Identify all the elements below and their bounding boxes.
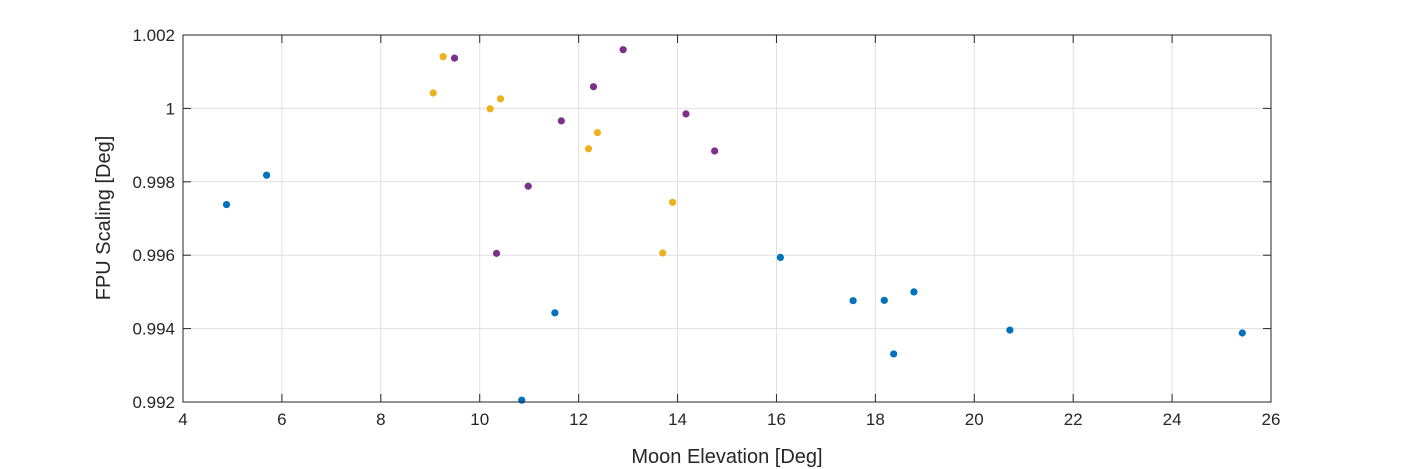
x-tick-label: 14 <box>668 410 687 429</box>
data-point-series-1 <box>890 350 898 358</box>
data-point-series-3 <box>524 182 532 190</box>
x-tick-label: 6 <box>277 410 286 429</box>
y-tick-label: 1 <box>166 99 175 118</box>
data-point-series-1 <box>910 288 918 296</box>
data-point-series-2 <box>659 249 667 257</box>
data-point-series-2 <box>496 95 505 103</box>
data-point-series-3 <box>557 117 565 125</box>
data-point-series-1 <box>1238 329 1246 337</box>
y-tick-label: 0.994 <box>132 320 175 339</box>
data-point-series-2 <box>669 198 677 206</box>
data-point-series-3 <box>682 110 690 118</box>
x-tick-label: 24 <box>1163 410 1182 429</box>
x-axis-label: Moon Elevation [Deg] <box>631 446 822 468</box>
x-tick-labels: 4 6 8 10 12 14 16 18 20 22 24 26 <box>178 410 1280 429</box>
x-tick-label: 8 <box>376 410 385 429</box>
y-tick-label: 0.992 <box>132 393 175 412</box>
x-tick-label: 18 <box>866 410 885 429</box>
data-point-series-3 <box>619 46 627 54</box>
x-tick-label: 22 <box>1064 410 1083 429</box>
x-tick-label: 12 <box>569 410 588 429</box>
y-tick-labels: 0.992 0.994 0.996 0.998 1 1.002 <box>132 26 175 412</box>
data-point-series-1 <box>849 297 857 305</box>
data-point-series-1 <box>1006 326 1014 334</box>
data-point-series-2 <box>486 105 494 113</box>
data-point-series-2 <box>593 129 602 137</box>
data-point-series-1 <box>518 396 526 404</box>
data-point-series-2 <box>439 53 447 61</box>
data-point-series-3 <box>450 54 459 62</box>
data-point-series-3 <box>589 83 598 91</box>
data-point-series-2 <box>584 145 593 153</box>
y-tick-label: 0.996 <box>132 246 175 265</box>
data-point-series-1 <box>880 296 888 304</box>
data-point-series-1 <box>551 309 559 317</box>
x-tick-label: 4 <box>178 410 187 429</box>
data-point-series-1 <box>222 200 231 209</box>
axes-frame <box>182 34 1272 403</box>
x-tick-label: 26 <box>1262 410 1281 429</box>
data-point-series-1 <box>776 253 785 262</box>
x-tick-label: 20 <box>965 410 984 429</box>
tick-marks <box>182 34 1272 403</box>
data-point-series-1 <box>262 171 271 179</box>
plot-area <box>182 34 1272 403</box>
x-tick-label: 10 <box>470 410 489 429</box>
y-tick-label: 0.998 <box>132 173 175 192</box>
y-axis-label: FPU Scaling [Deg] <box>93 136 115 301</box>
x-tick-label: 16 <box>767 410 786 429</box>
data-point-series-3 <box>711 147 719 155</box>
data-point-series-3 <box>492 249 501 257</box>
y-tick-label: 1.002 <box>132 26 175 45</box>
data-point-series-2 <box>429 89 437 97</box>
